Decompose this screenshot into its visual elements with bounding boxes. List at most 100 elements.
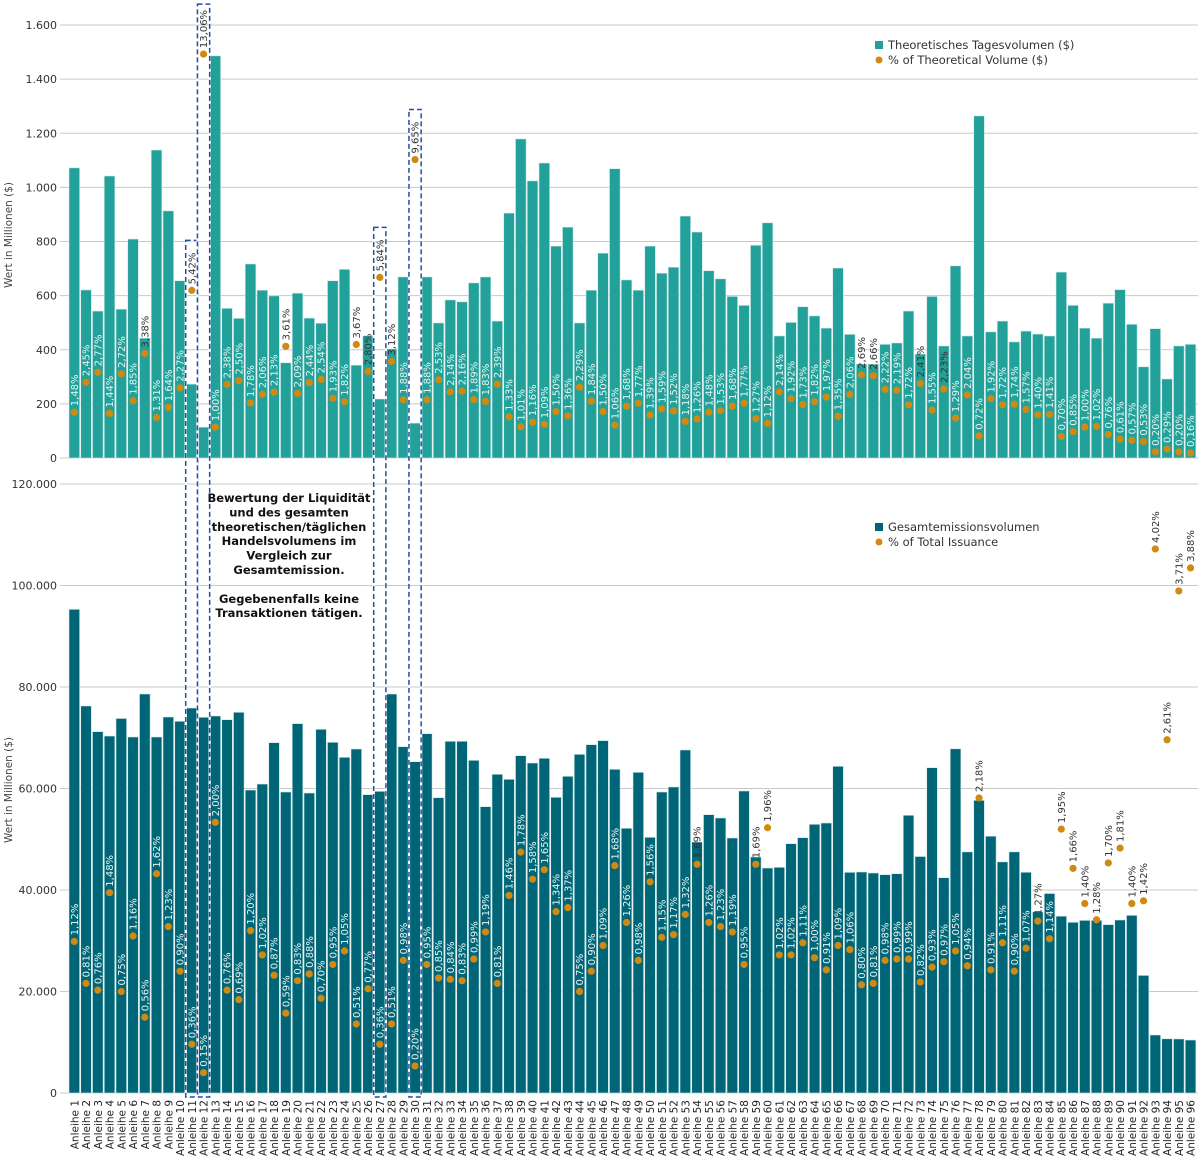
bar xyxy=(867,363,879,459)
bar xyxy=(761,222,774,459)
x-category-label: Anleihe 35 xyxy=(469,1100,481,1156)
percent-dot xyxy=(176,967,184,975)
y-tick-label: 100.000 xyxy=(12,580,58,593)
bar xyxy=(597,740,609,1094)
x-category-label: Anleihe 96 xyxy=(1186,1100,1198,1156)
percent-dot xyxy=(1104,430,1112,439)
percent-dot xyxy=(94,368,102,376)
bar xyxy=(1043,893,1056,1094)
percent-dot xyxy=(376,273,384,281)
bar xyxy=(280,362,292,459)
bar xyxy=(1020,871,1032,1094)
percent-label: 9,65% xyxy=(411,122,422,154)
percent-label: 1,82% xyxy=(340,364,351,396)
bar xyxy=(914,856,926,1094)
percent-label: 1,77% xyxy=(634,365,645,397)
y-tick-label: 800 xyxy=(36,236,57,249)
percent-dot xyxy=(364,367,372,375)
percent-label: 1,42% xyxy=(1139,863,1150,895)
x-category-label: Anleihe 52 xyxy=(669,1100,681,1156)
x-category-label: Anleihe 30 xyxy=(410,1100,422,1156)
percent-label: 1,55% xyxy=(928,372,939,404)
percent-dot xyxy=(399,396,407,404)
percent-label: 2,77% xyxy=(93,335,104,367)
bar xyxy=(1173,1038,1185,1094)
bar xyxy=(468,760,480,1094)
bar xyxy=(80,289,92,459)
percent-dot xyxy=(1163,736,1171,744)
bar xyxy=(879,874,891,1094)
percent-dot xyxy=(129,932,137,940)
percent-dot xyxy=(646,411,654,419)
bar xyxy=(644,245,656,459)
percent-dot xyxy=(1163,445,1171,453)
percent-label: 1,89% xyxy=(469,362,480,394)
bar xyxy=(256,289,268,459)
percent-label: 0,56% xyxy=(140,979,151,1011)
percent-dot xyxy=(1116,435,1124,443)
percent-label: 1,52% xyxy=(669,373,680,405)
bar xyxy=(538,758,550,1094)
percent-dot xyxy=(611,862,619,870)
percent-dot xyxy=(176,384,184,392)
percent-label: 1,64% xyxy=(164,369,175,401)
percent-dot xyxy=(1022,944,1030,952)
bar xyxy=(362,794,374,1094)
percent-label: 1,48% xyxy=(70,374,81,406)
percent-dot xyxy=(658,933,666,941)
legend-dot-swatch xyxy=(875,56,883,64)
percent-dot xyxy=(1175,587,1183,595)
bar xyxy=(820,822,832,1094)
percent-label: 0,51% xyxy=(387,986,398,1018)
percent-label: 0,81% xyxy=(493,946,504,978)
percent-dot xyxy=(70,408,78,416)
percent-label: 0,98% xyxy=(399,923,410,955)
percent-dot xyxy=(305,970,313,978)
percent-dot xyxy=(188,286,196,294)
percent-dot xyxy=(481,397,490,406)
bar xyxy=(832,766,844,1094)
bar xyxy=(350,748,362,1094)
percent-label: 0,20% xyxy=(1174,414,1185,446)
percent-dot xyxy=(575,383,584,391)
percent-label: 1,26% xyxy=(693,381,704,413)
percent-label: 3,88% xyxy=(1186,530,1197,562)
percent-dot xyxy=(998,939,1007,947)
bar xyxy=(750,244,762,459)
x-category-label: Anleihe 72 xyxy=(904,1100,916,1156)
highlight-box xyxy=(372,226,387,1098)
bar xyxy=(1114,919,1126,1094)
x-category-label: Anleihe 68 xyxy=(857,1100,869,1156)
percent-dot xyxy=(199,1069,208,1077)
percent-label: 2,14% xyxy=(446,354,457,386)
bar xyxy=(432,797,445,1094)
percent-dot xyxy=(117,370,125,378)
percent-label: 1,02% xyxy=(258,917,269,949)
annotation-line: theoretischen/täglichen xyxy=(212,520,367,534)
percent-dot xyxy=(975,794,983,802)
percent-label: 1,53% xyxy=(716,373,727,405)
x-category-label: Anleihe 65 xyxy=(821,1100,833,1156)
percent-label: 2,80% xyxy=(364,334,375,366)
bar xyxy=(385,348,398,459)
percent-label: 2,61% xyxy=(1163,702,1174,734)
percent-label: 0,84% xyxy=(446,942,457,974)
bar xyxy=(973,115,985,459)
percent-label: 1,27% xyxy=(751,381,762,413)
legends: Theoretisches Tagesvolumen ($)% of Theor… xyxy=(875,38,1074,549)
percent-label: 1,68% xyxy=(610,828,621,860)
bar xyxy=(926,296,938,459)
percent-label: 1,05% xyxy=(340,913,351,945)
percent-label: 1,35% xyxy=(834,378,845,410)
percent-label: 2,09% xyxy=(293,356,304,388)
percent-dot xyxy=(857,981,866,989)
x-category-label: Anleihe 56 xyxy=(716,1100,728,1156)
percent-label: 2,22% xyxy=(881,352,892,384)
percent-label: 1,12% xyxy=(70,904,81,936)
percent-label: 1,50% xyxy=(552,374,563,406)
x-category-label: Anleihe 57 xyxy=(727,1100,739,1156)
bar xyxy=(479,806,492,1094)
bar xyxy=(139,337,151,459)
x-category-label: Anleihe 44 xyxy=(575,1100,587,1156)
percent-dot xyxy=(669,931,678,939)
